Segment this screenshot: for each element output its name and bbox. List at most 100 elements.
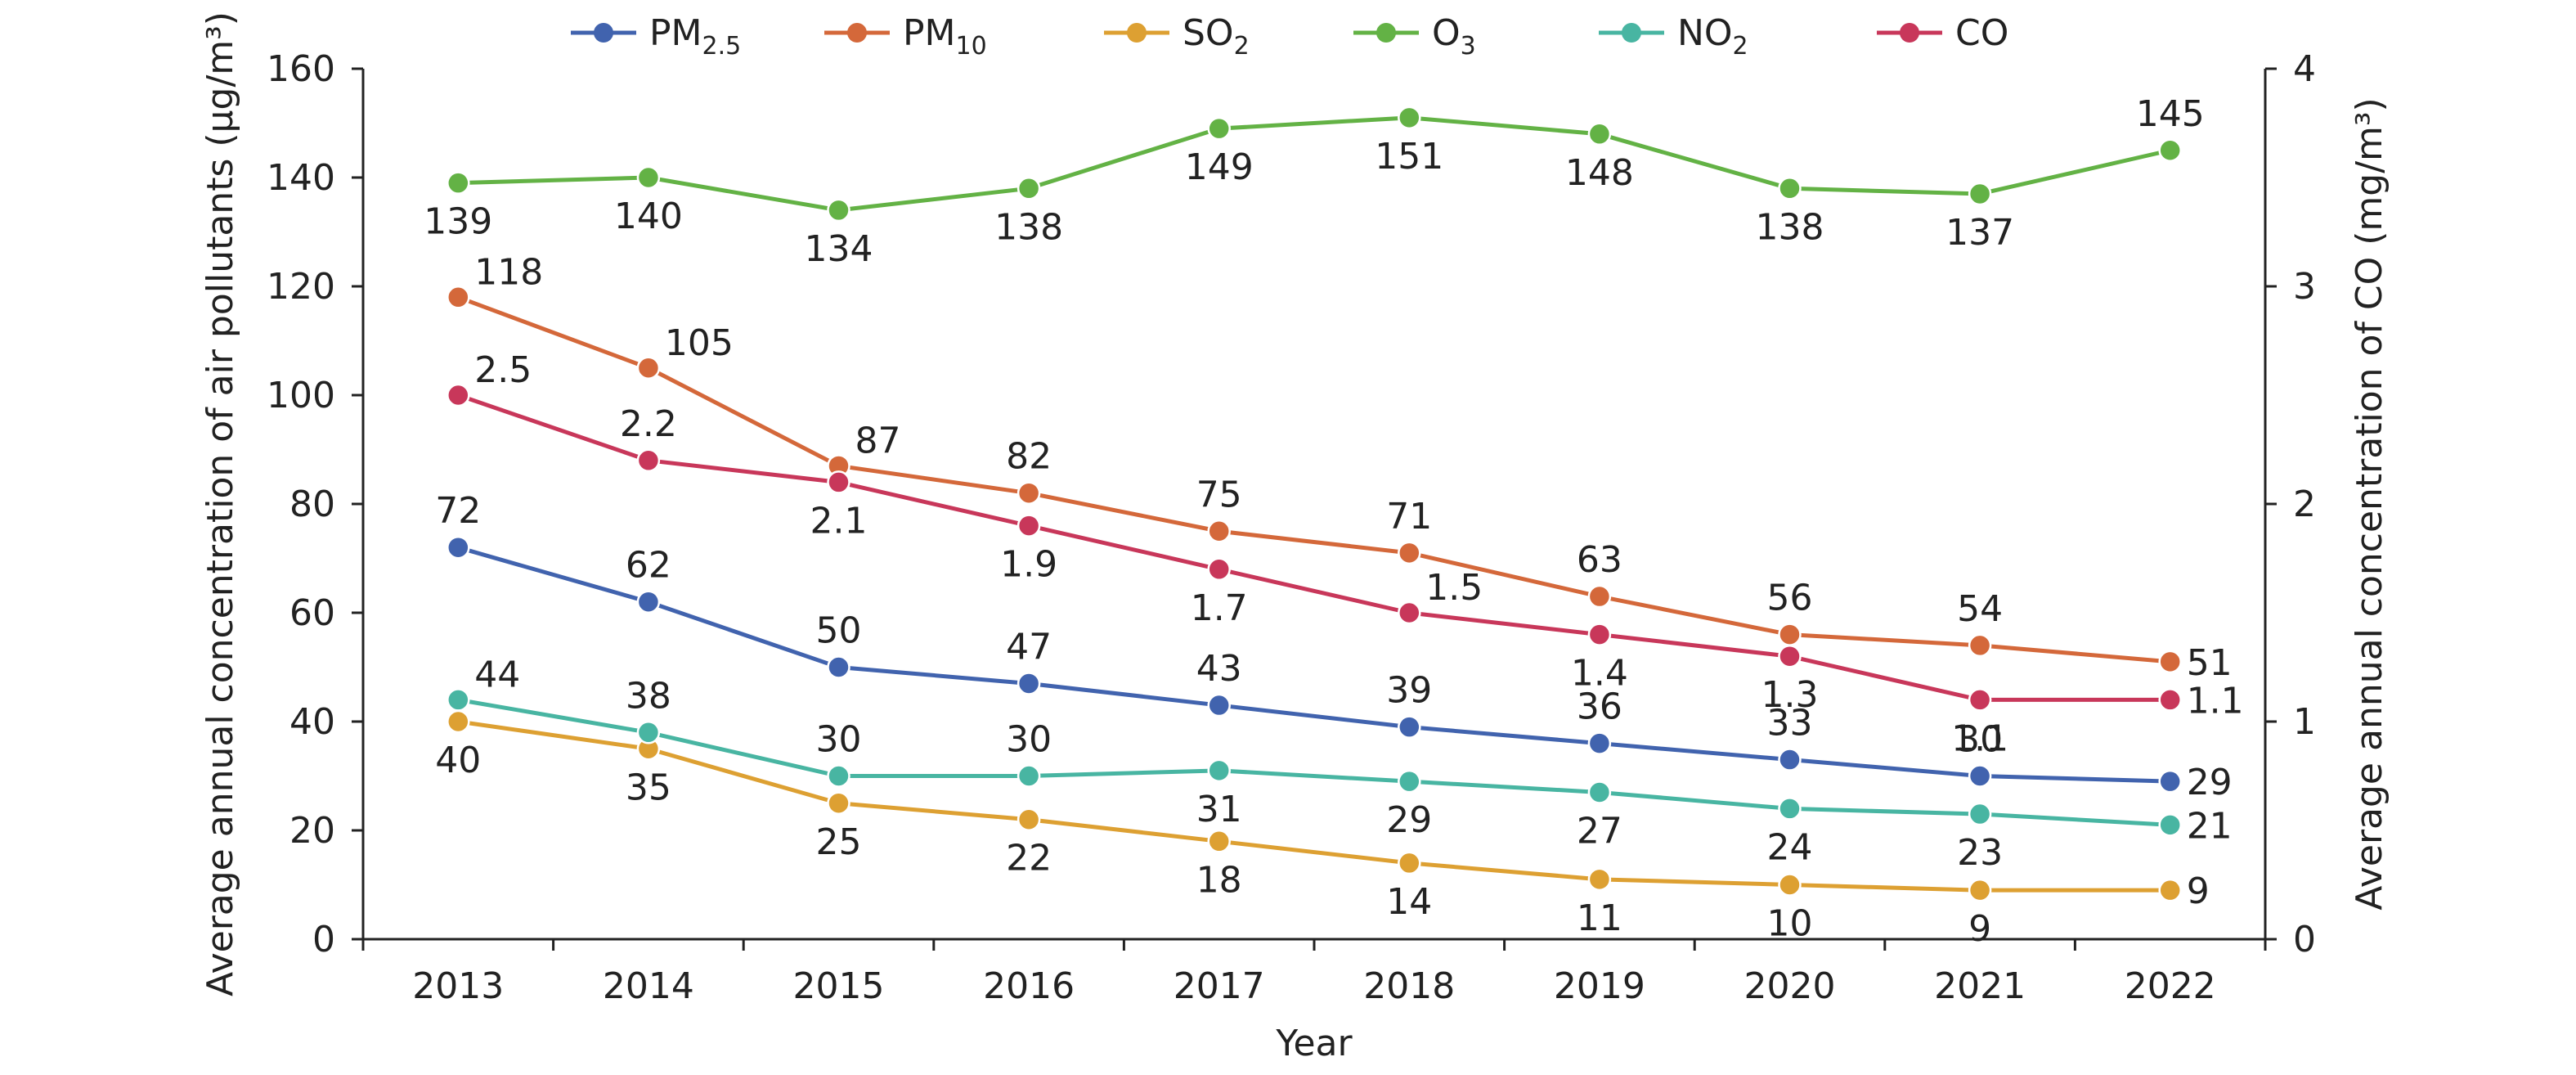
data-point-so2: [1207, 830, 1231, 853]
legend-label: PM10: [903, 12, 987, 61]
y-tick-label-right: 3: [2293, 266, 2316, 308]
legend-label-base: CO: [1955, 12, 2008, 54]
data-label-no2: 27: [1577, 810, 1622, 852]
x-axis-title: Year: [1275, 1023, 1353, 1064]
series-so2: 40 35 25 22 18 14 11 10 9 9: [435, 709, 2210, 950]
data-point-pm10: [1398, 541, 1421, 565]
data-point-no2: [1778, 797, 1802, 821]
y-tick-label-left: 40: [289, 701, 335, 743]
data-label-no2: 30: [1006, 719, 1052, 761]
data-label-no2: 30: [816, 719, 862, 761]
y-tick-label-left: 100: [267, 375, 335, 416]
data-label-pm25: 39: [1386, 670, 1432, 712]
legend-label-base: O: [1432, 12, 1461, 54]
y-axis-title-right: Average annual concentration of CO (mg/m…: [2349, 97, 2390, 910]
data-label-so2: 22: [1006, 838, 1052, 879]
data-label-pm10: 118: [474, 251, 543, 293]
y-tick-label-left: 80: [289, 484, 335, 525]
data-point-pm10: [447, 286, 470, 309]
y-tick-label-left: 120: [267, 266, 335, 308]
data-point-pm25: [827, 655, 850, 679]
data-label-pm10: 105: [665, 322, 734, 364]
series-line-o3: [458, 115, 2171, 213]
series-line-pm25: [457, 545, 2170, 784]
legend-label-subscript: 2: [1234, 32, 1250, 61]
data-label-pm25: 36: [1577, 686, 1622, 728]
data-point-so2: [1398, 851, 1421, 875]
series-pm10: 118 105 87 82 75 71 63 56 54 51: [447, 251, 2233, 684]
data-label-no2: 38: [626, 675, 671, 717]
data-point-o3: [1207, 116, 1231, 141]
legend-marker: [594, 23, 613, 43]
data-point-no2: [1207, 758, 1231, 783]
data-point-o3: [1398, 106, 1421, 130]
legend-item-pm10: PM10: [824, 12, 987, 61]
data-label-pm25: 50: [816, 610, 862, 652]
data-point-no2: [447, 688, 470, 712]
data-label-co: 1.4: [1571, 653, 1628, 695]
y-tick-label-right: 1: [2293, 701, 2316, 743]
data-point-co: [1016, 514, 1041, 538]
y-tick-label-right: 0: [2293, 919, 2316, 960]
y-ticks-right: 0 1 2 3 4: [2265, 48, 2316, 960]
legend-label: CO: [1955, 12, 2008, 54]
data-label-pm10: 71: [1386, 496, 1432, 538]
data-label-co: 1.1: [1951, 717, 2008, 759]
data-point-pm10: [1207, 520, 1231, 543]
data-label-pm25: 33: [1767, 703, 1813, 744]
data-label-no2: 29: [1386, 799, 1432, 841]
data-label-pm10: 82: [1006, 436, 1052, 478]
data-point-so2: [1016, 807, 1041, 831]
data-point-so2: [1968, 878, 1992, 902]
data-point-no2: [827, 764, 850, 788]
data-point-no2: [636, 721, 661, 744]
data-point-pm25: [1016, 672, 1041, 695]
data-point-pm10: [1587, 584, 1612, 609]
data-point-co: [2158, 688, 2182, 712]
data-label-no2: 21: [2187, 805, 2233, 847]
y-tick-label-left: 140: [267, 157, 335, 199]
x-tick-label: 2015: [793, 965, 885, 1007]
data-point-no2: [1016, 764, 1041, 788]
legend-label-base: NO: [1677, 12, 1733, 54]
data-point-co: [827, 470, 850, 494]
legend-marker: [1622, 23, 1641, 43]
y-tick-label-left: 0: [312, 919, 335, 960]
y-tick-label-left: 160: [267, 48, 335, 90]
data-label-co: 1.5: [1425, 567, 1483, 609]
data-label-no2: 24: [1767, 826, 1813, 868]
data-label-pm10: 63: [1577, 539, 1622, 581]
data-point-o3: [1016, 177, 1041, 200]
data-point-pm25: [1398, 715, 1421, 739]
data-label-pm10: 51: [2187, 642, 2233, 684]
data-label-so2: 18: [1196, 859, 1242, 901]
data-point-co: [1398, 600, 1421, 625]
x-tick-label: 2020: [1744, 965, 1836, 1007]
y-tick-label-left: 20: [289, 810, 335, 852]
data-point-o3: [1778, 177, 1802, 200]
data-label-pm10: 54: [1957, 588, 2003, 630]
data-label-so2: 11: [1577, 897, 1622, 939]
data-point-so2: [1587, 867, 1612, 892]
data-label-pm25: 29: [2187, 762, 2233, 803]
data-label-co: 1.1: [2187, 680, 2244, 722]
series-pm25: 72 62 50 47 43 39 36 33 30 29: [435, 490, 2232, 803]
x-tick-label: 2017: [1174, 965, 1265, 1007]
data-point-so2: [1778, 873, 1802, 897]
data-label-pm25: 62: [626, 545, 671, 587]
data-point-pm25: [1778, 748, 1802, 771]
data-point-so2: [447, 709, 470, 734]
data-point-pm25: [447, 535, 470, 560]
x-tick-label: 2022: [2125, 965, 2216, 1007]
data-label-no2: 44: [474, 654, 520, 695]
data-label-pm10: 87: [855, 420, 901, 461]
data-point-pm25: [2158, 769, 2182, 794]
data-label-so2: 25: [816, 821, 862, 863]
x-ticks: 2013 2014 2015 2016 2017 2018 2019 2020 2021 2022: [361, 939, 2267, 1007]
data-label-pm25: 30: [1957, 719, 2003, 761]
data-label-so2: 14: [1386, 881, 1432, 923]
series-no2: 44 38 30 30 31 29 27 24 23 21: [447, 654, 2233, 874]
